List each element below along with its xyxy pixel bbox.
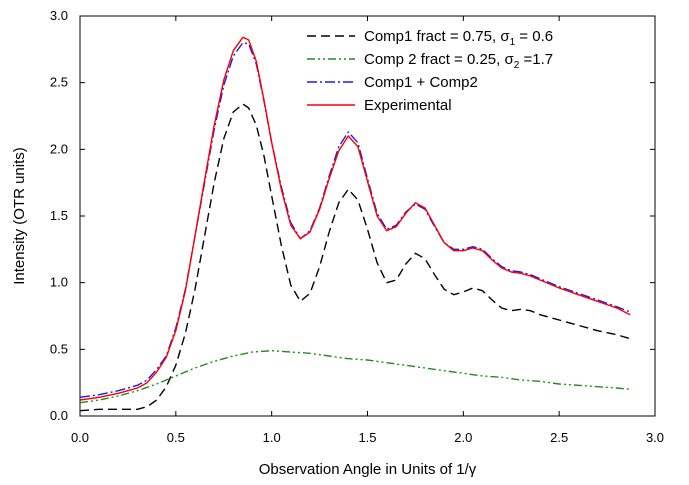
series-layer	[79, 36, 631, 412]
legend-label-1: Comp1 fract = 0.75, σ1 = 0.6	[364, 28, 553, 48]
series-line-2	[79, 350, 631, 404]
y-tick-label: 1.0	[50, 275, 68, 290]
y-tick-label: 2.5	[50, 75, 68, 90]
x-tick-label: 3.0	[646, 430, 664, 445]
series-line-4	[79, 36, 631, 401]
y-tick-label: 3.0	[50, 8, 68, 23]
x-tick-label: 0.5	[167, 430, 185, 445]
y-tick-label: 0.0	[50, 408, 68, 423]
y-axis-title: Intensity (OTR units)	[11, 147, 28, 285]
legend-label-3: Comp1 + Comp2	[364, 74, 478, 91]
x-tick-label: 0.0	[71, 430, 89, 445]
x-tick-label: 2.5	[550, 430, 568, 445]
x-tick-label: 1.0	[263, 430, 281, 445]
series-line-3	[79, 42, 631, 398]
legend: Comp1 fract = 0.75, σ1 = 0.6 Comp 2 fract…	[307, 28, 553, 114]
x-axis-title: Observation Angle in Units of 1/γ	[259, 461, 477, 478]
y-tick-label: 1.5	[50, 208, 68, 223]
series-line-1	[79, 103, 631, 412]
x-tick-label: 1.5	[358, 430, 376, 445]
y-tick-label: 0.5	[50, 341, 68, 356]
legend-label-2: Comp 2 fract = 0.25, σ2 =1.7	[364, 51, 553, 71]
legend-label-4: Experimental	[364, 97, 452, 114]
x-tick-label: 2.0	[454, 430, 472, 445]
y-tick-label: 2.0	[50, 141, 68, 156]
axes-layer: 0.0 0.5 1.0 1.5 2.0 2.5 3.0 0.0 0.5 1.0 1.5 2.0 2.5 3…	[50, 8, 664, 445]
